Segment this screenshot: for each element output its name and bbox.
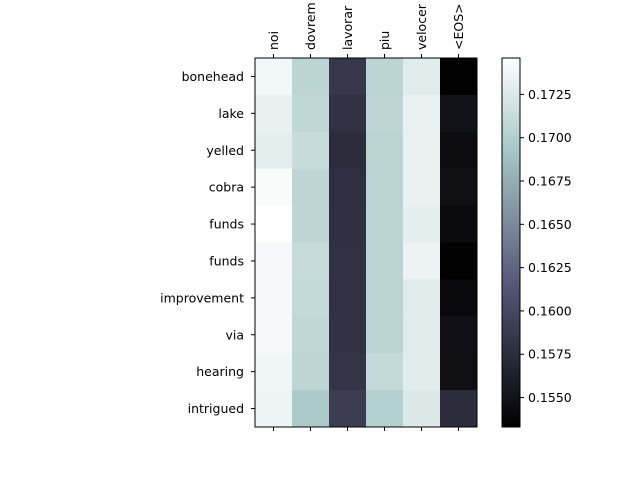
heatmap-cell <box>329 279 367 317</box>
heatmap-cell <box>329 316 367 354</box>
heatmap-cell <box>292 168 330 206</box>
x-tick-label: noi <box>266 31 281 50</box>
heatmap-cell <box>255 279 293 317</box>
y-tick-label: hearing <box>196 364 244 379</box>
heatmap-cell <box>403 279 441 317</box>
heatmap-cell <box>403 205 441 243</box>
y-tick-label: intrigued <box>188 401 244 416</box>
colorbar-tick-label: 0.1600 <box>528 303 572 318</box>
y-tick-label: improvement <box>160 290 244 305</box>
heatmap-cell <box>292 205 330 243</box>
heatmap-cell <box>440 131 478 170</box>
heatmap-cell <box>440 58 478 96</box>
heatmap-cell <box>403 94 441 133</box>
heatmap-cell <box>366 353 404 391</box>
heatmap-cell <box>292 390 330 428</box>
x-tick-label: piu <box>377 31 392 50</box>
y-tick-group: bonehead lake yelled cobra funds funds improve… <box>160 69 255 416</box>
x-tick-label: lavorar <box>340 5 355 50</box>
heatmap-cell <box>329 242 367 280</box>
x-tick-label: <EOS> <box>451 3 466 50</box>
heatmap-cell <box>292 131 330 170</box>
heatmap-cells <box>255 58 478 428</box>
heatmap-cell <box>403 390 441 428</box>
heatmap-cell <box>366 279 404 317</box>
heatmap-cell <box>255 94 293 133</box>
heatmap-cell <box>292 58 330 96</box>
heatmap-cell <box>440 279 478 317</box>
colorbar-tick-label: 0.1625 <box>528 260 572 275</box>
heatmap-cell <box>255 131 293 170</box>
heatmap-cell <box>440 390 478 428</box>
heatmap-cell <box>366 94 404 133</box>
heatmap-cell <box>329 168 367 206</box>
heatmap-cell <box>255 353 293 391</box>
heatmap-cell <box>366 168 404 206</box>
heatmap-cell <box>403 58 441 96</box>
heatmap-frame <box>254 57 478 428</box>
colorbar-tick-label: 0.1650 <box>528 217 572 232</box>
heatmap-cell <box>403 131 441 170</box>
heatmap-cell <box>255 58 293 96</box>
heatmap-cell <box>255 316 293 354</box>
heatmap-cell <box>292 353 330 391</box>
heatmap-cell <box>329 131 367 170</box>
heatmap-cell <box>440 316 478 354</box>
heatmap-cell <box>329 390 367 428</box>
colorbar-tick-label: 0.1550 <box>528 390 572 405</box>
x-tick-label: dovrem <box>303 2 318 50</box>
heatmap-cell <box>292 242 330 280</box>
y-tick-label: bonehead <box>182 69 244 84</box>
heatmap-cell <box>255 390 293 428</box>
heatmap-cell <box>292 94 330 133</box>
heatmap-cell <box>366 242 404 280</box>
heatmap-cell <box>329 353 367 391</box>
heatmap-cell <box>255 168 293 206</box>
colorbar-tick-label: 0.1725 <box>528 87 572 102</box>
heatmap-cell <box>329 58 367 96</box>
heatmap-cell <box>366 58 404 96</box>
heatmap-cell <box>440 168 478 206</box>
heatmap-cell <box>366 205 404 243</box>
x-tick-label: velocer <box>414 3 429 50</box>
y-tick-label: via <box>225 327 244 342</box>
colorbar-tick-label: 0.1675 <box>528 174 572 189</box>
heatmap-cell <box>366 390 404 428</box>
heatmap-cell <box>292 279 330 317</box>
heatmap-cell <box>255 242 293 280</box>
heatmap-cell <box>403 242 441 280</box>
y-tick-label: yelled <box>206 143 244 158</box>
y-tick-label: lake <box>218 106 244 121</box>
heatmap-cell <box>440 242 478 280</box>
heatmap-cell <box>440 94 478 133</box>
colorbar-tick-group: 0.1550 0.1575 0.1600 0.1625 0.1650 0.1675 0.17… <box>520 87 572 405</box>
colorbar-tick-label: 0.1575 <box>528 347 572 362</box>
colorbar-gradient <box>502 58 520 427</box>
y-tick-label: cobra <box>209 180 244 195</box>
x-tick-group: noi dovrem lavorar piu velocer <EOS> <box>266 2 466 431</box>
heatmap-cell <box>366 316 404 354</box>
colorbar-tick-label: 0.1700 <box>528 130 572 145</box>
heatmap-cell <box>329 205 367 243</box>
heatmap-cell <box>403 168 441 206</box>
heatmap-cell <box>403 353 441 391</box>
heatmap-cell <box>329 94 367 133</box>
y-tick-label: funds <box>209 217 244 232</box>
colorbar-frame <box>501 57 521 428</box>
heatmap-cell <box>292 316 330 354</box>
heatmap-cell <box>403 316 441 354</box>
heatmap-cell <box>255 205 293 243</box>
heatmap-cell <box>366 131 404 170</box>
heatmap-cell <box>440 205 478 243</box>
y-tick-label: funds <box>209 253 244 268</box>
heatmap-cell <box>440 353 478 391</box>
